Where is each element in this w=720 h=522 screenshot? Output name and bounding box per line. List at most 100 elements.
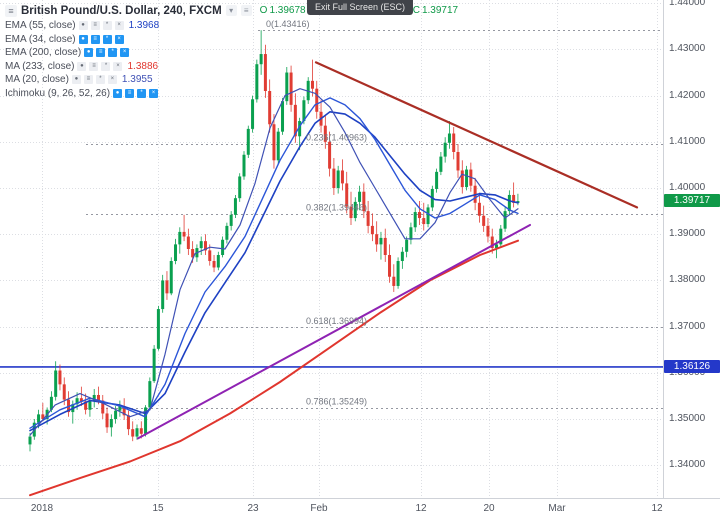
candle[interactable] xyxy=(152,345,156,383)
candle[interactable] xyxy=(199,236,203,256)
candle[interactable] xyxy=(417,200,421,225)
candle[interactable] xyxy=(370,213,374,242)
candle[interactable] xyxy=(396,257,400,289)
candle[interactable] xyxy=(503,207,507,232)
candle[interactable] xyxy=(400,247,404,269)
candle[interactable] xyxy=(328,131,332,177)
candle[interactable] xyxy=(233,194,237,219)
candle[interactable] xyxy=(92,388,96,408)
settings-icon[interactable]: * xyxy=(137,88,147,98)
candle[interactable] xyxy=(285,66,289,105)
candle[interactable] xyxy=(426,204,430,228)
candle[interactable] xyxy=(332,157,336,195)
candle[interactable] xyxy=(263,44,267,98)
settings-icon[interactable]: * xyxy=(95,75,105,85)
indicator-row[interactable]: EMA (200, close) ● ≡ * × xyxy=(5,46,458,60)
candle[interactable] xyxy=(362,183,366,219)
candle[interactable] xyxy=(392,264,396,292)
candle[interactable] xyxy=(443,137,447,163)
candle[interactable] xyxy=(276,127,280,164)
candle[interactable] xyxy=(409,222,413,245)
candle[interactable] xyxy=(323,115,327,149)
candle[interactable] xyxy=(212,255,216,273)
more-icon[interactable]: ≡ xyxy=(89,61,99,71)
chart-plot-area[interactable]: 0(1.43416) 0.236(1.40963) 0.382(1.39446) 0.… xyxy=(0,0,663,498)
candle[interactable] xyxy=(225,222,229,244)
candle[interactable] xyxy=(182,214,186,242)
more-icon[interactable]: ≡ xyxy=(240,5,252,16)
candle[interactable] xyxy=(310,59,314,97)
candle[interactable] xyxy=(315,80,319,119)
candle[interactable] xyxy=(246,125,250,158)
candle[interactable] xyxy=(135,424,139,440)
candle[interactable] xyxy=(336,165,340,194)
eye-icon[interactable]: ● xyxy=(71,75,81,85)
eye-icon[interactable]: ● xyxy=(113,88,123,98)
more-icon[interactable]: ≡ xyxy=(90,21,100,31)
candle[interactable] xyxy=(186,228,190,256)
candle[interactable] xyxy=(28,432,32,452)
ascending-trendline[interactable] xyxy=(137,223,531,440)
candle[interactable] xyxy=(268,79,272,133)
close-icon[interactable]: × xyxy=(120,48,130,58)
candle[interactable] xyxy=(422,202,426,231)
candle[interactable] xyxy=(379,231,383,260)
candle[interactable] xyxy=(251,95,255,133)
settings-icon[interactable]: * xyxy=(102,34,112,44)
candle[interactable] xyxy=(255,59,259,103)
close-icon[interactable]: × xyxy=(114,21,124,31)
candle[interactable] xyxy=(203,234,207,256)
candle[interactable] xyxy=(439,151,443,176)
indicator-row[interactable]: MA (20, close) ● ≡ * × 1.3955 xyxy=(5,73,458,87)
candle[interactable] xyxy=(122,398,126,420)
candle[interactable] xyxy=(499,224,503,248)
candle[interactable] xyxy=(79,386,83,407)
candle[interactable] xyxy=(109,414,113,437)
candle[interactable] xyxy=(221,236,225,258)
candle[interactable] xyxy=(272,114,276,169)
candle[interactable] xyxy=(486,218,490,243)
candle[interactable] xyxy=(366,200,370,234)
indicator-row[interactable]: EMA (55, close) ● ≡ * × 1.3968 xyxy=(5,19,458,33)
close-icon[interactable]: × xyxy=(113,61,123,71)
symbol-title[interactable]: British Pound/U.S. Dollar, 240, FXCM xyxy=(21,4,222,17)
settings-icon[interactable]: * xyxy=(102,21,112,31)
candle[interactable] xyxy=(435,168,439,193)
candle[interactable] xyxy=(349,191,353,225)
indicator-row[interactable]: MA (233, close) ● ≡ * × 1.3886 xyxy=(5,60,458,74)
candle[interactable] xyxy=(67,391,71,417)
candle[interactable] xyxy=(84,393,88,415)
candle[interactable] xyxy=(375,221,379,252)
candle[interactable] xyxy=(383,228,387,262)
candle[interactable] xyxy=(165,271,169,300)
indicator-row[interactable]: Ichimoku (9, 26, 52, 26) ● ≡ * × xyxy=(5,87,458,101)
indicator-row[interactable]: EMA (34, close) ● ≡ * × xyxy=(5,33,458,47)
candle[interactable] xyxy=(259,30,263,75)
candle[interactable] xyxy=(482,205,486,232)
candle[interactable] xyxy=(242,151,246,180)
candle[interactable] xyxy=(447,121,451,149)
more-icon[interactable]: ≡ xyxy=(125,88,135,98)
eye-icon[interactable]: ● xyxy=(78,21,88,31)
candle[interactable] xyxy=(298,117,302,151)
candle[interactable] xyxy=(388,244,392,283)
close-icon[interactable]: × xyxy=(107,75,117,85)
candle[interactable] xyxy=(148,377,152,410)
candle[interactable] xyxy=(452,127,456,160)
candle[interactable] xyxy=(281,97,285,135)
more-icon[interactable]: ≡ xyxy=(96,48,106,58)
candle[interactable] xyxy=(156,305,160,351)
candle[interactable] xyxy=(105,407,109,433)
candle[interactable] xyxy=(229,211,233,231)
candle[interactable] xyxy=(58,364,62,391)
chart-canvas[interactable]: 0(1.43416) 0.236(1.40963) 0.382(1.39446) 0.… xyxy=(0,0,663,498)
candle[interactable] xyxy=(41,402,45,422)
candle[interactable] xyxy=(345,171,349,214)
settings-icon[interactable]: * xyxy=(101,61,111,71)
candle[interactable] xyxy=(456,144,460,178)
fib-retracement[interactable] xyxy=(86,30,663,409)
eye-icon[interactable]: ● xyxy=(78,34,88,44)
candle[interactable] xyxy=(477,192,481,223)
candle[interactable] xyxy=(507,190,511,215)
candle[interactable] xyxy=(216,251,220,271)
